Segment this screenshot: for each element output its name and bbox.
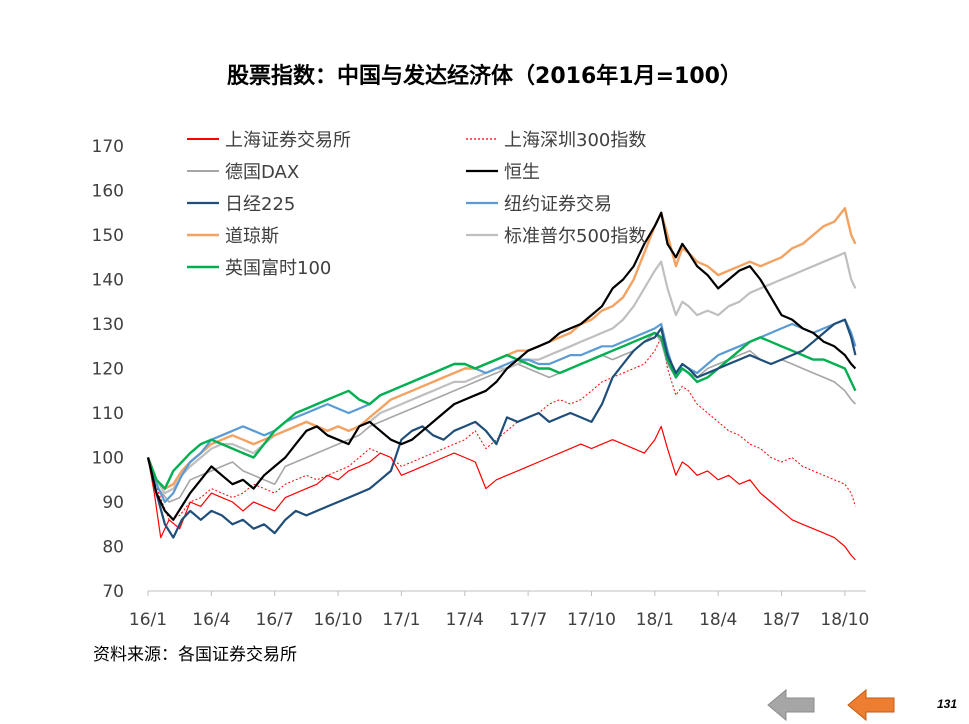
series-line-7 <box>146 207 857 490</box>
legend-label: 上海证券交易所 <box>225 130 351 151</box>
legend-label: 纽约证券交易 <box>504 194 612 215</box>
chart-title: 股票指数：中国与发达经济体（2016年1月=100） <box>227 64 742 89</box>
y-tick-label: 120 <box>92 360 124 380</box>
x-tick-label: 17/1 <box>382 610 420 630</box>
y-tick-label: 70 <box>102 582 124 602</box>
legend-label: 日经225 <box>225 194 295 215</box>
y-tick-label: 80 <box>102 538 124 558</box>
page-number: 131 <box>936 697 957 711</box>
y-tick-label: 100 <box>92 449 124 469</box>
x-tick-label: 16/7 <box>256 610 294 630</box>
y-tick-label: 140 <box>92 271 124 291</box>
x-tick-label: 16/1 <box>129 610 167 630</box>
legend-label: 上海深圳300指数 <box>504 130 646 151</box>
previous-page-button[interactable] <box>766 688 816 722</box>
axes: 70 80 90 100 110 120 130 140 150 160 170 16/1 16/4 16… <box>92 137 870 630</box>
x-tick-label: 17/4 <box>446 610 484 630</box>
y-tick-label: 170 <box>92 137 124 157</box>
y-tick-label: 160 <box>92 182 124 202</box>
series-line-6 <box>146 318 857 504</box>
x-tick-label: 17/10 <box>567 610 616 630</box>
next-page-button[interactable] <box>846 688 896 722</box>
legend-label: 恒生 <box>504 162 540 183</box>
series-line-5 <box>146 318 857 539</box>
legend-label: 标准普尔500指数 <box>504 226 646 247</box>
series-line-9 <box>146 331 857 490</box>
y-tick-label: 110 <box>92 404 124 424</box>
series-line-4 <box>146 211 857 521</box>
x-tick-label: 18/7 <box>762 610 800 630</box>
arrow-left-icon <box>847 688 895 722</box>
x-tick-label: 16/4 <box>192 610 230 630</box>
y-tick-label: 130 <box>92 315 124 335</box>
legend-label: 英国富时100 <box>225 258 331 279</box>
x-tick-label: 18/1 <box>636 610 674 630</box>
legend-label: 德国DAX <box>225 162 299 183</box>
y-tick-label: 90 <box>102 493 124 513</box>
x-tick-label: 17/7 <box>509 610 547 630</box>
x-tick-label: 18/4 <box>699 610 737 630</box>
line-chart: 70 80 90 100 110 120 130 140 150 160 170 16/1 16/4 16… <box>92 130 870 630</box>
series-group <box>146 207 857 561</box>
y-tick-label: 150 <box>92 226 124 246</box>
series-line-1 <box>147 425 856 561</box>
arrow-left-icon <box>767 688 815 722</box>
source-note: 资料来源：各国证券交易所 <box>93 645 297 665</box>
x-tick-label: 18/10 <box>820 610 869 630</box>
legend-label: 道琼斯 <box>225 226 279 247</box>
x-tick-label: 16/10 <box>314 610 363 630</box>
